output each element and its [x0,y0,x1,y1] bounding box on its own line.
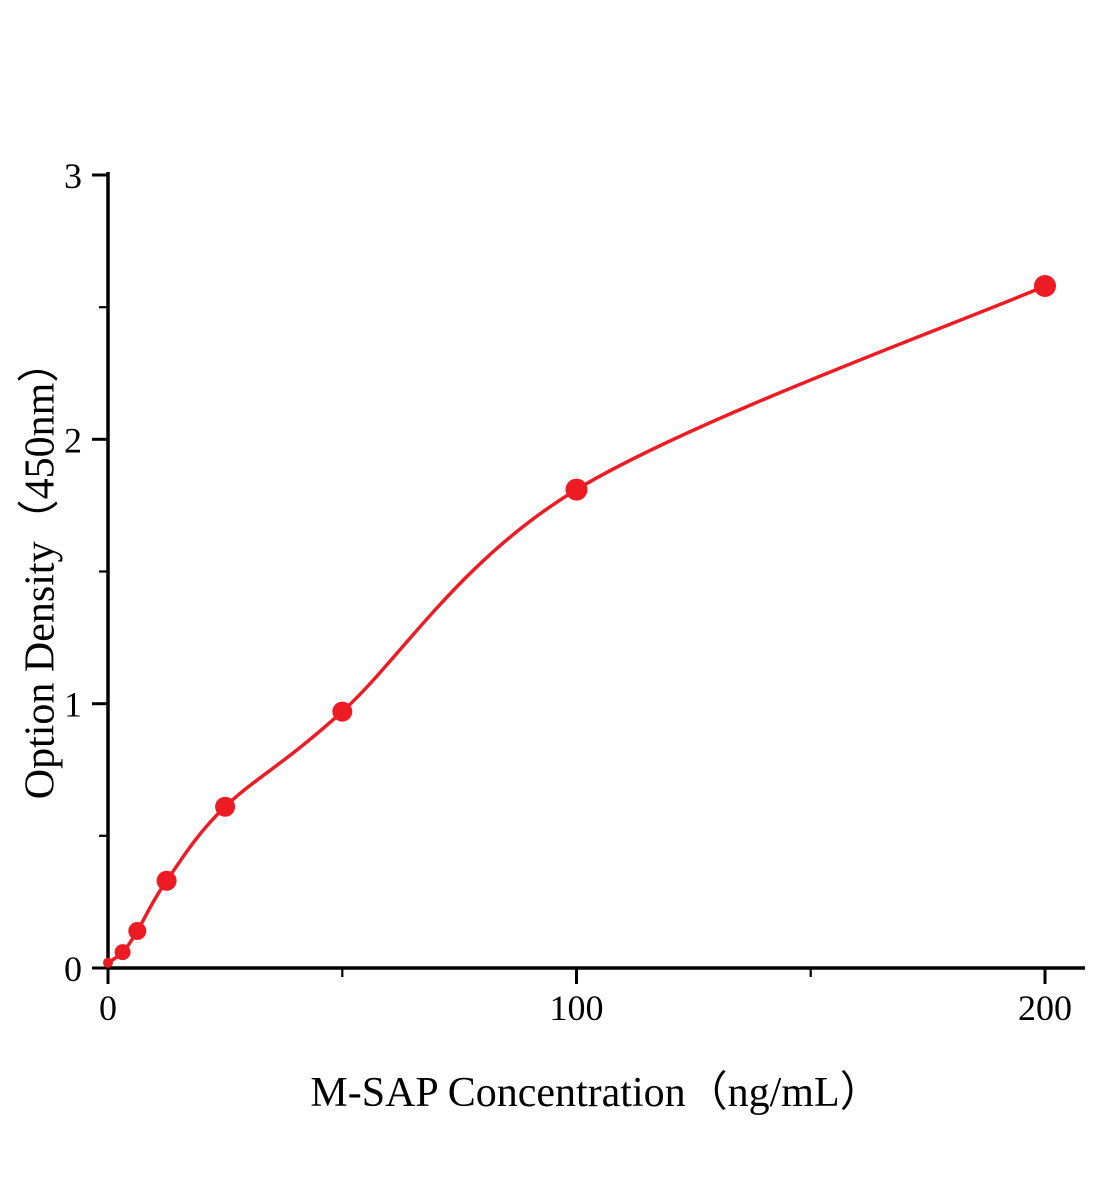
data-point [215,796,236,817]
x-axis-title: M-SAP Concentration（ng/mL） [310,1070,882,1116]
y-tick-label: 3 [64,156,82,196]
y-tick-label: 1 [64,685,82,725]
data-point [1034,275,1056,297]
fit-curve [106,284,1046,965]
data-point [114,944,131,961]
y-tick-label: 2 [64,420,82,460]
axes [106,172,1085,970]
data-point [103,957,113,968]
x-tick-label: 200 [1018,988,1072,1028]
y-tick-label: 0 [64,949,82,989]
data-point [332,701,353,722]
data-point [128,922,147,940]
x-tick-label: 100 [550,988,604,1028]
data-point [156,870,177,891]
y-axis-title: Option Density（450nm） [17,340,64,800]
x-tick-label: 0 [99,988,117,1028]
data-point [565,478,588,501]
